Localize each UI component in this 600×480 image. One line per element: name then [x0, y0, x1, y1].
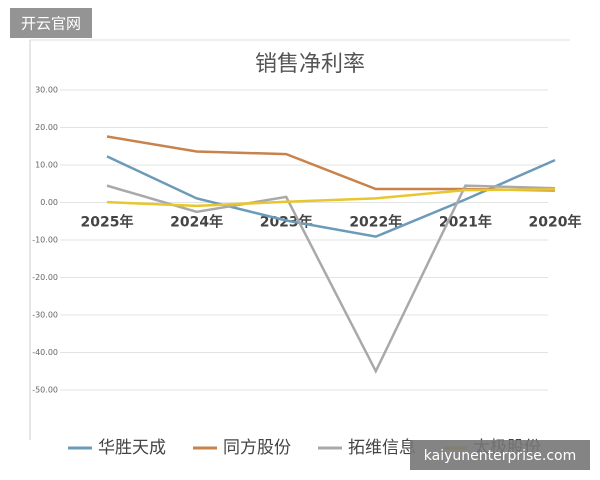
y-tick-label: -50.00 [32, 386, 58, 395]
y-tick-label: 20.00 [35, 123, 58, 132]
y-tick-label: 10.00 [35, 161, 58, 170]
watermark-box [410, 440, 590, 470]
y-tick-label: -10.00 [32, 236, 58, 245]
legend-label: 华胜天成 [98, 438, 166, 458]
legend-label: 同方股份 [223, 438, 291, 458]
y-tick-label: -40.00 [32, 348, 58, 357]
series-line [106, 135, 556, 192]
x-tick-label: 2020年 [529, 214, 582, 231]
y-tick-label: 30.00 [35, 86, 58, 95]
series-line [106, 184, 556, 375]
plot: 30.00 20.00 10.00 0.00 -10.00 -20.00 -30.00 -40… [32, 86, 581, 459]
x-tick-label: 2021年 [439, 214, 492, 231]
series-line [106, 188, 556, 208]
watermark: 开云官网 [21, 15, 81, 33]
y-tick-label: -30.00 [32, 311, 58, 320]
y-tick-label: -20.00 [32, 273, 58, 282]
chart-title: 销售净利率 [255, 52, 365, 77]
series-line [106, 155, 556, 238]
legend-label: 拓维信息 [348, 438, 416, 458]
watermark: kaiyunenterprise.com [424, 448, 577, 464]
x-tick-label: 2024年 [170, 214, 223, 231]
x-tick-label: 2022年 [349, 214, 402, 231]
watermark-box [10, 8, 92, 38]
y-tick-label: 0.00 [40, 198, 58, 207]
x-tick-label: 2025年 [81, 214, 134, 231]
